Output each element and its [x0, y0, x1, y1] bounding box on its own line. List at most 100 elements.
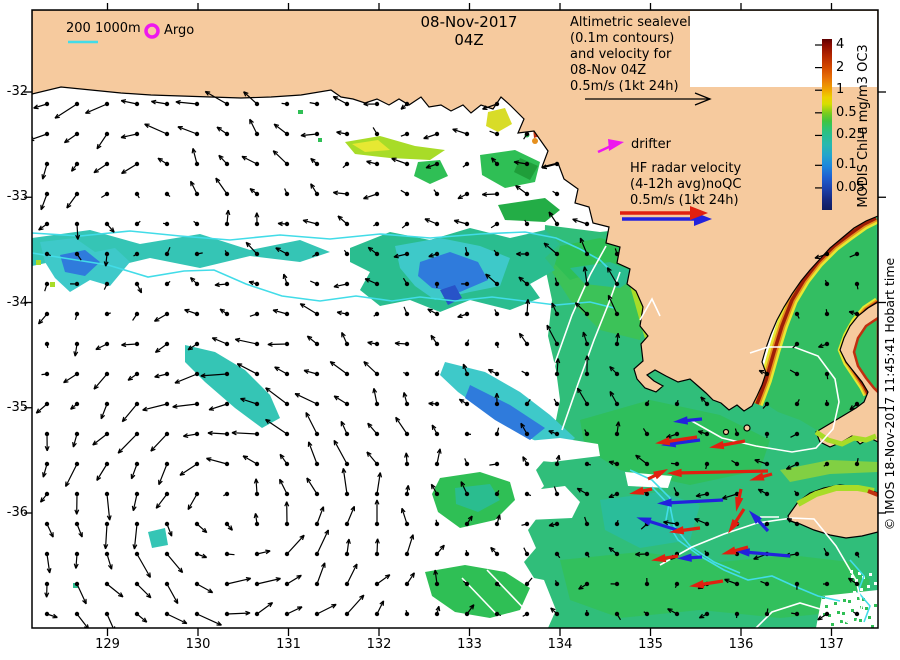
hf-radar-vector-head — [689, 579, 705, 589]
velocity-arrow — [584, 516, 588, 525]
velocity-arrow — [100, 403, 108, 420]
velocity-arrow — [207, 430, 228, 436]
velocity-arrow — [796, 399, 800, 405]
velocity-arrow — [274, 366, 288, 375]
velocity-arrow — [106, 553, 113, 570]
velocity-arrow — [106, 223, 115, 233]
hf-radar-vectors — [629, 416, 791, 589]
velocity-arrow — [402, 392, 408, 405]
velocity-arrow — [640, 523, 648, 530]
velocity-arrow — [705, 463, 708, 470]
velocity-arrow — [525, 299, 531, 315]
velocity-arrow — [395, 416, 408, 435]
velocity-arrow — [849, 253, 858, 258]
velocity-arrow — [430, 334, 438, 345]
velocity-arrow — [284, 501, 290, 525]
velocity-arrow — [607, 294, 618, 315]
velocity-arrow — [433, 569, 439, 585]
velocity-arrow — [184, 308, 198, 315]
speckle-dot — [853, 591, 856, 594]
velocity-arrow — [93, 163, 108, 174]
imos-watermark: © IMOS 18-Nov-2017 11:45:41 Hobart time — [882, 257, 897, 531]
velocity-arrow — [224, 250, 228, 255]
velocity-arrow — [70, 163, 78, 172]
velocity-arrow — [33, 103, 48, 110]
velocity-arrow — [131, 493, 138, 512]
velocity-arrow — [75, 223, 81, 240]
speckle-dot — [848, 600, 851, 603]
velocity-arrow — [555, 358, 561, 375]
velocity-arrow — [586, 553, 590, 558]
velocity-arrow — [584, 429, 588, 435]
velocity-arrow — [40, 193, 48, 211]
speckle-dot — [843, 599, 846, 602]
velocity-arrow — [187, 493, 198, 511]
velocity-arrow — [103, 283, 108, 290]
velocity-arrow — [663, 520, 678, 526]
velocity-arrow — [121, 342, 138, 348]
velocity-arrow — [496, 490, 500, 495]
velocity-arrow — [550, 607, 558, 615]
velocity-arrow — [548, 522, 558, 528]
velocity-arrow — [73, 343, 79, 357]
speckle-dot — [868, 616, 871, 619]
velocity-arrow — [65, 463, 78, 488]
velocity-arrow — [63, 373, 78, 384]
speckle-dot — [851, 575, 854, 578]
velocity-arrow — [130, 463, 138, 480]
velocity-arrow — [226, 577, 252, 585]
velocity-arrow — [522, 456, 528, 465]
velocity-arrow — [166, 247, 171, 255]
velocity-arrow — [823, 463, 828, 467]
velocity-arrow — [218, 154, 228, 165]
velocity-arrow — [46, 553, 52, 574]
velocity-arrow — [240, 397, 258, 405]
velocity-arrow — [405, 484, 411, 495]
velocity-arrow — [572, 218, 588, 225]
velocity-arrow — [44, 433, 50, 452]
axis-ticks — [24, 3, 886, 636]
velocity-arrow — [579, 237, 588, 255]
velocity-arrow — [282, 273, 288, 285]
velocity-arrow — [200, 373, 228, 379]
velocity-arrow — [39, 493, 48, 503]
velocity-arrow — [136, 553, 151, 578]
velocity-arrow — [704, 550, 708, 555]
velocity-arrow — [465, 246, 468, 255]
velocity-arrow — [515, 185, 528, 195]
velocity-arrow — [697, 430, 708, 435]
isobath-scale-label: 200 1000m — [66, 21, 141, 36]
hf-radar-vector-head — [677, 553, 692, 562]
velocity-arrow — [346, 563, 358, 585]
gulf-st-vincent-water — [852, 316, 878, 394]
velocity-arrow — [73, 553, 79, 569]
velocity-arrow — [825, 309, 828, 315]
velocity-arrow — [374, 538, 380, 555]
velocity-arrow — [671, 462, 678, 465]
velocity-arrow — [817, 343, 828, 348]
velocity-arrow — [42, 463, 48, 478]
velocity-vector-field — [32, 90, 860, 628]
velocity-arrow — [343, 249, 348, 255]
velocity-arrow — [496, 613, 502, 617]
velocity-arrow — [204, 90, 228, 105]
speckle-dot — [874, 582, 877, 585]
velocity-arrow — [46, 343, 49, 349]
velocity-arrow — [155, 493, 168, 509]
velocity-arrow — [522, 613, 528, 617]
velocity-arrow — [374, 499, 380, 524]
velocity-arrow — [452, 128, 468, 135]
velocity-arrow — [177, 126, 198, 135]
velocity-arrow — [174, 373, 198, 384]
velocity-arrow — [489, 130, 498, 135]
velocity-arrow — [493, 249, 498, 255]
velocity-arrow — [299, 303, 318, 315]
velocity-arrow — [305, 411, 318, 435]
velocity-arrow — [427, 308, 438, 315]
map-title-time: 04Z — [454, 31, 484, 49]
velocity-arrow — [191, 147, 198, 165]
velocity-arrow — [526, 493, 532, 497]
map-border — [31, 9, 879, 629]
map-title-date: 08-Nov-2017 — [420, 13, 518, 31]
velocity-arrow — [300, 132, 318, 138]
